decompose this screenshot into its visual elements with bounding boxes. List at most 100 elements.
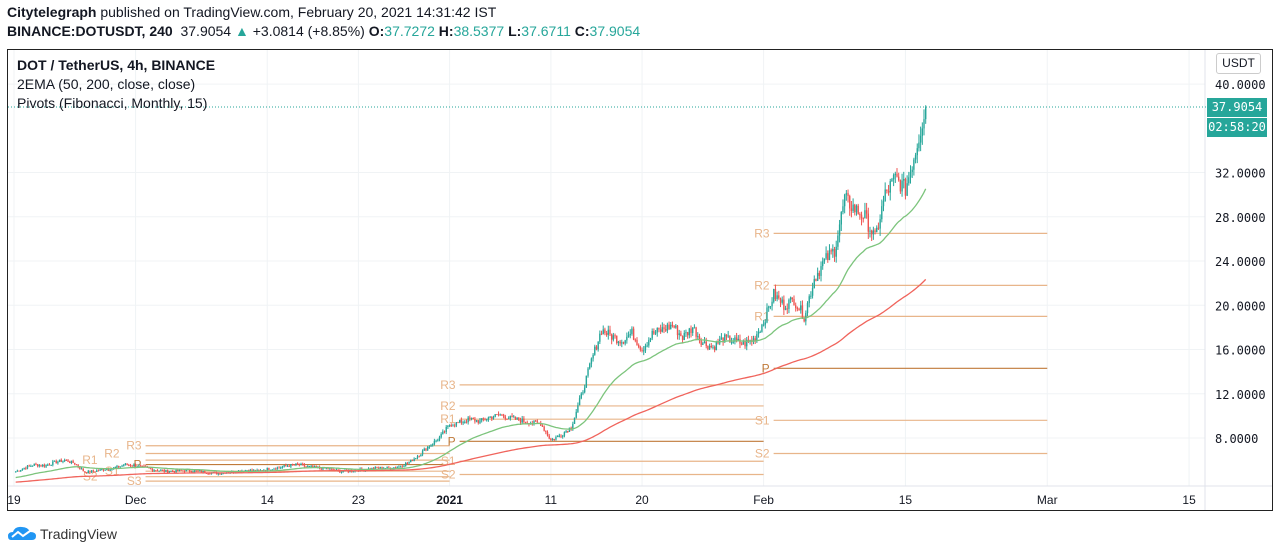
candle-body bbox=[708, 345, 711, 350]
candle-body bbox=[393, 467, 395, 469]
candle-body bbox=[811, 287, 814, 296]
candle-body bbox=[464, 421, 466, 423]
pivot-label-R3: R3 bbox=[754, 226, 770, 240]
up-arrow-icon: ▲ bbox=[234, 23, 249, 39]
candle-body bbox=[860, 214, 863, 219]
candle-body bbox=[737, 338, 739, 341]
candle-body bbox=[752, 338, 755, 342]
candle-body bbox=[170, 470, 172, 472]
legend-ema[interactable]: 2EMA (50, 200, close, close) bbox=[17, 76, 196, 92]
candle-body bbox=[820, 266, 822, 276]
candle-body bbox=[298, 463, 301, 466]
candle-body bbox=[153, 470, 155, 472]
candle-body bbox=[504, 416, 507, 419]
legend-pivots[interactable]: Pivots (Fibonacci, Monthly, 15) bbox=[17, 95, 208, 111]
candle-body bbox=[605, 333, 608, 335]
candle-body bbox=[710, 345, 712, 348]
candle-body bbox=[220, 473, 223, 475]
candle-body bbox=[462, 422, 464, 424]
tradingview-logo[interactable]: TradingView bbox=[8, 526, 117, 542]
pivot-label-R3: R3 bbox=[126, 439, 142, 453]
candle-body bbox=[497, 414, 500, 416]
candle-body bbox=[158, 470, 160, 472]
quote-line: BINANCE:DOTUSDT, 240 37.9054 ▲ +3.0814 (… bbox=[7, 23, 640, 39]
candle-body bbox=[273, 468, 275, 470]
candle-body bbox=[123, 465, 125, 467]
candle-body bbox=[286, 465, 289, 467]
candle-body bbox=[168, 471, 171, 473]
candle-body bbox=[396, 467, 398, 469]
candle-body bbox=[859, 214, 861, 216]
candle-body bbox=[303, 464, 306, 467]
candle-body bbox=[746, 339, 748, 347]
candle-body bbox=[379, 466, 382, 469]
pivot-label-R2: R2 bbox=[754, 278, 770, 292]
candle-body bbox=[855, 205, 858, 213]
low-label: L: bbox=[508, 23, 522, 39]
candle-body bbox=[339, 470, 341, 473]
candle-body bbox=[197, 470, 199, 472]
candle-body bbox=[653, 330, 655, 334]
candle-body bbox=[513, 416, 515, 418]
candle-body bbox=[585, 375, 588, 388]
candle-body bbox=[502, 414, 505, 417]
candle-body bbox=[794, 305, 797, 308]
candle-body bbox=[762, 324, 765, 326]
chart-frame[interactable] bbox=[7, 49, 1273, 511]
candle-body bbox=[285, 465, 287, 467]
y-tick-label: 40.0000 bbox=[1215, 78, 1266, 92]
candle-body bbox=[641, 349, 643, 352]
candle-body bbox=[722, 337, 724, 343]
candle-body bbox=[325, 468, 328, 470]
candle-body bbox=[644, 345, 647, 351]
candle-body bbox=[388, 466, 390, 468]
candle-body bbox=[715, 341, 718, 351]
change: +3.0814 (+8.85%) bbox=[252, 23, 365, 39]
currency-button[interactable]: USDT bbox=[1216, 53, 1261, 74]
candle-body bbox=[533, 420, 535, 424]
candle-body bbox=[166, 469, 169, 473]
candle-body bbox=[416, 456, 419, 459]
candle-body bbox=[823, 258, 826, 262]
candle-body bbox=[717, 341, 719, 344]
candle-body bbox=[320, 468, 322, 470]
candle-body bbox=[587, 368, 589, 376]
high-value: 38.5377 bbox=[453, 23, 505, 39]
candle-body bbox=[487, 417, 490, 420]
candle-body bbox=[869, 230, 871, 232]
candle-body bbox=[494, 414, 496, 417]
candle-body bbox=[604, 329, 606, 334]
candle-body bbox=[692, 327, 694, 333]
candle-body bbox=[342, 471, 344, 473]
candle-body bbox=[332, 468, 334, 471]
pivot-label-S1: S1 bbox=[755, 413, 770, 427]
y-tick-label: 12.0000 bbox=[1215, 388, 1266, 402]
candle-body bbox=[843, 194, 846, 207]
candle-body bbox=[796, 307, 799, 309]
candle-body bbox=[882, 201, 885, 207]
candle-body bbox=[582, 392, 584, 394]
legend-title: DOT / TetherUS, 4h, BINANCE bbox=[17, 57, 216, 73]
candle-body bbox=[543, 426, 545, 431]
last-price-label: 37.9054 bbox=[1207, 98, 1267, 117]
candle-body bbox=[550, 438, 552, 441]
candle-body bbox=[437, 440, 439, 442]
candle-body bbox=[744, 341, 746, 347]
candle-body bbox=[664, 329, 667, 331]
candle-body bbox=[94, 471, 96, 473]
candle-body bbox=[457, 422, 459, 424]
candle-body bbox=[192, 471, 194, 473]
candle-body bbox=[491, 416, 493, 419]
candle-body bbox=[734, 337, 736, 342]
candle-body bbox=[833, 249, 836, 257]
candle-body bbox=[842, 206, 844, 213]
symbol: BINANCE:DOTUSDT, 240 bbox=[7, 23, 173, 39]
candle-body bbox=[747, 339, 750, 342]
candle-body bbox=[347, 470, 349, 473]
candle-body bbox=[678, 333, 680, 336]
candle-body bbox=[72, 460, 74, 464]
candle-body bbox=[546, 431, 549, 436]
candle-body bbox=[685, 332, 687, 334]
candle-body bbox=[26, 465, 29, 469]
